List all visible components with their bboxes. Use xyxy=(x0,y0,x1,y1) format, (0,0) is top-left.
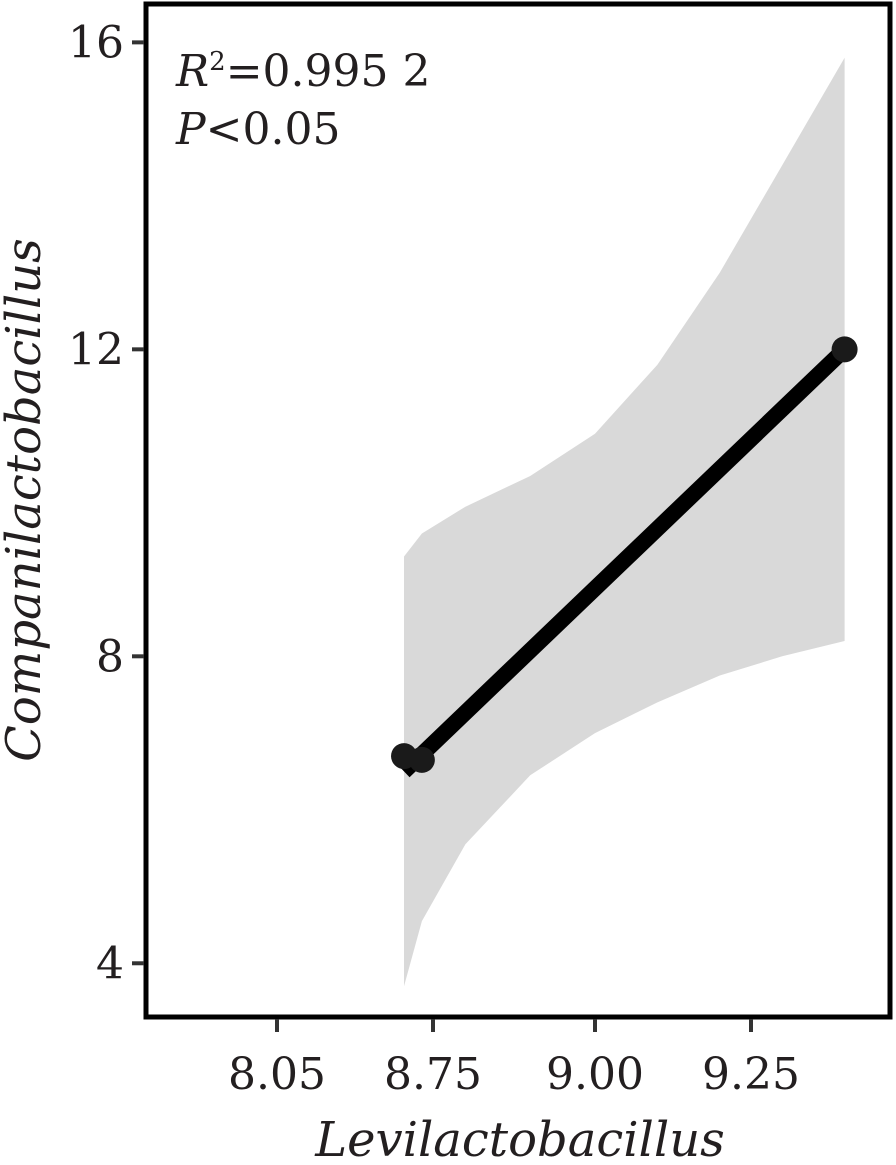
x-tick-label-8.05: 8.05 xyxy=(228,1049,326,1100)
r-squared-annotation: R2=0.995 2 xyxy=(175,46,431,97)
x-axis: 8.05 8.75 9.00 9.25 xyxy=(228,1019,800,1100)
y-tick-label-4: 4 xyxy=(96,938,124,989)
confidence-band xyxy=(404,57,845,987)
data-point-3 xyxy=(831,336,858,363)
y-tick-label-8: 8 xyxy=(96,631,124,682)
plot-frame xyxy=(143,1,893,1020)
r-superscript: 2 xyxy=(209,47,226,77)
y-tick-label-12: 12 xyxy=(68,324,124,375)
data-points-layer xyxy=(391,336,858,773)
x-tick-label-9.25: 9.25 xyxy=(702,1049,800,1100)
r-squared-value: =0.995 2 xyxy=(226,46,431,97)
p-label: P xyxy=(175,104,207,155)
y-axis: 4 8 12 16 xyxy=(68,17,144,989)
x-axis-title: Levilactobacillus xyxy=(314,1112,725,1160)
r-label: R xyxy=(175,46,209,97)
x-tick-label-8.75: 8.75 xyxy=(384,1049,482,1100)
y-axis-title: Companilactobacillus xyxy=(0,238,52,762)
x-tick-label-9.00: 9.00 xyxy=(546,1049,644,1100)
confidence-band-layer xyxy=(404,57,845,987)
regression-line xyxy=(398,343,851,778)
data-point-2 xyxy=(408,746,435,773)
p-value: <0.05 xyxy=(206,104,341,155)
fit-line-layer xyxy=(398,343,851,778)
p-value-annotation: P<0.05 xyxy=(175,104,340,155)
y-tick-label-16: 16 xyxy=(68,17,124,68)
